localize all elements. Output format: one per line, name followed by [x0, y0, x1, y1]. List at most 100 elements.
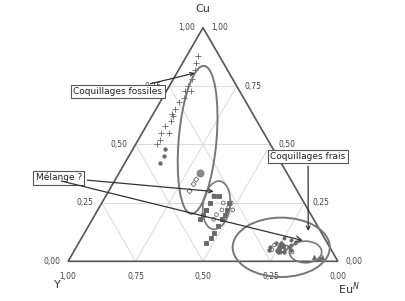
Text: Coquillages frais: Coquillages frais — [270, 152, 345, 230]
Point — [210, 194, 217, 198]
Point — [202, 207, 209, 212]
Point — [275, 250, 281, 254]
Text: 0,75: 0,75 — [127, 272, 144, 281]
Point — [229, 207, 235, 212]
Point — [214, 224, 221, 229]
Point — [221, 212, 227, 217]
Point — [190, 182, 196, 187]
Text: 0,25: 0,25 — [311, 198, 328, 207]
Text: 0,00: 0,00 — [43, 257, 60, 266]
Point — [265, 247, 272, 252]
Point — [287, 238, 293, 243]
Point — [194, 53, 200, 58]
Point — [275, 250, 281, 254]
Point — [206, 200, 213, 205]
Point — [162, 147, 168, 152]
Text: Coquillages fossiles: Coquillages fossiles — [73, 73, 193, 96]
Point — [273, 247, 280, 252]
Point — [199, 212, 206, 217]
Point — [160, 154, 167, 159]
Point — [279, 243, 285, 247]
Point — [210, 217, 217, 222]
Point — [180, 95, 187, 100]
Point — [210, 231, 217, 236]
Point — [280, 250, 286, 254]
Text: Y: Y — [54, 280, 60, 290]
Point — [207, 236, 214, 240]
Point — [170, 114, 176, 119]
Point — [184, 84, 191, 88]
Point — [218, 217, 225, 222]
Point — [225, 200, 231, 205]
Point — [316, 256, 323, 261]
Point — [275, 250, 281, 254]
Text: 1,00: 1,00 — [178, 23, 194, 32]
Point — [286, 245, 292, 250]
Point — [156, 161, 163, 166]
Point — [167, 119, 173, 123]
Point — [281, 247, 288, 252]
Text: 1,00: 1,00 — [60, 272, 77, 281]
Point — [188, 77, 195, 82]
Text: Cu: Cu — [195, 4, 210, 14]
Point — [191, 67, 198, 72]
Point — [192, 177, 199, 182]
Text: 0,50: 0,50 — [278, 140, 295, 149]
Point — [202, 240, 209, 245]
Point — [162, 123, 168, 128]
Point — [202, 207, 209, 212]
Point — [288, 250, 294, 254]
Point — [275, 245, 281, 250]
Point — [272, 240, 278, 245]
Text: 0,50: 0,50 — [110, 140, 127, 149]
Point — [166, 130, 172, 135]
Point — [277, 240, 284, 245]
Point — [287, 243, 293, 247]
Point — [280, 245, 286, 250]
Text: Mélange ?: Mélange ? — [36, 173, 212, 193]
Point — [277, 250, 284, 254]
Text: 0,00: 0,00 — [328, 272, 345, 281]
Point — [218, 207, 225, 212]
Point — [287, 247, 293, 252]
Point — [158, 130, 164, 135]
Point — [309, 254, 316, 259]
Point — [186, 189, 192, 194]
Point — [276, 247, 282, 252]
Point — [187, 88, 194, 93]
Text: Eu$^N$: Eu$^N$ — [337, 280, 359, 297]
Point — [318, 254, 324, 259]
Point — [175, 100, 181, 105]
Point — [220, 200, 226, 205]
Point — [156, 138, 163, 142]
Point — [168, 112, 175, 116]
Point — [271, 243, 277, 247]
Point — [196, 170, 203, 175]
Point — [196, 170, 203, 175]
Text: 0,25: 0,25 — [77, 198, 94, 207]
Text: 0,75: 0,75 — [144, 82, 161, 91]
Point — [279, 247, 285, 252]
Point — [182, 88, 188, 93]
Point — [192, 60, 199, 65]
Point — [224, 207, 230, 212]
Point — [276, 243, 282, 247]
Point — [153, 142, 160, 147]
Point — [279, 247, 285, 252]
Text: 0,25: 0,25 — [261, 272, 278, 281]
Point — [171, 107, 177, 112]
Point — [313, 256, 320, 261]
Point — [283, 245, 289, 250]
Point — [280, 236, 286, 240]
Point — [268, 247, 274, 252]
Point — [225, 205, 231, 210]
Point — [291, 240, 297, 245]
Point — [196, 217, 203, 222]
Text: 0,75: 0,75 — [244, 82, 261, 91]
Point — [210, 194, 217, 198]
Text: 0,00: 0,00 — [345, 257, 362, 266]
Text: 1,00: 1,00 — [211, 23, 227, 32]
Point — [213, 212, 219, 217]
Point — [228, 200, 234, 205]
Point — [266, 245, 273, 250]
